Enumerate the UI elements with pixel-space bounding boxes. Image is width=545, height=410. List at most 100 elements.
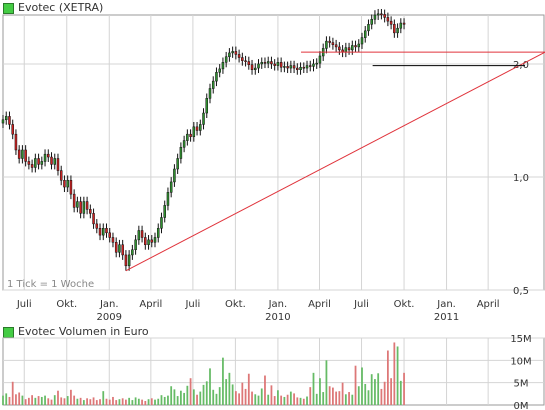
volume-bar: [338, 391, 341, 405]
volume-bar: [254, 394, 257, 405]
volume-bar: [137, 398, 140, 405]
volume-bar: [167, 395, 169, 405]
price-plot-frame: [2, 14, 545, 291]
candle-body: [114, 242, 118, 253]
volume-bar: [225, 379, 228, 405]
candle-body: [234, 51, 238, 55]
candle-body: [228, 52, 231, 58]
volume-bar: [228, 372, 231, 405]
volume-bar: [134, 397, 137, 405]
x-tick-label: Jan.: [436, 299, 456, 310]
candle-body: [224, 56, 228, 63]
candle-body: [144, 237, 147, 245]
volume-bar: [399, 380, 402, 405]
candle-body: [351, 45, 354, 51]
candle-body: [376, 13, 380, 16]
candle-body: [363, 30, 367, 38]
volume-bar: [309, 387, 312, 405]
candle-body: [76, 201, 79, 208]
x-tick-label: Juli: [184, 299, 200, 310]
volume-bar: [176, 396, 179, 405]
candle-body: [63, 180, 66, 188]
volume-bar: [260, 388, 263, 405]
candle-body: [137, 230, 141, 241]
volume-bar: [31, 395, 33, 405]
volume-bar: [380, 388, 383, 405]
candle-body: [186, 133, 189, 141]
volume-bar: [293, 393, 295, 405]
candle-body: [189, 133, 192, 137]
candle-body: [21, 149, 24, 159]
volume-bar: [212, 389, 215, 405]
candle-body: [111, 237, 115, 243]
volume-bar: [79, 397, 82, 405]
candle-body: [127, 254, 131, 267]
volume-bar: [128, 397, 131, 405]
candle-body: [50, 156, 53, 165]
volume-bar: [390, 378, 393, 405]
candle-body: [380, 13, 383, 16]
candle-body: [393, 24, 396, 34]
candle-body: [302, 66, 306, 69]
volume-bar: [131, 400, 134, 405]
volume-plot-frame: [2, 337, 545, 406]
x-tick-label: Okt.: [56, 299, 77, 310]
x-tick-label: April: [139, 299, 162, 310]
candle-body: [241, 57, 244, 61]
price-y-tick-label: 0,5: [513, 286, 529, 297]
volume-bar: [70, 389, 72, 405]
candle-body: [286, 66, 289, 69]
volume-bar: [257, 395, 260, 405]
rising-trendline: [125, 51, 545, 272]
volume-bar: [189, 378, 192, 405]
volume-bar: [154, 399, 156, 405]
candle-body: [24, 149, 27, 162]
volume-bar: [44, 395, 46, 405]
candle-body: [373, 14, 377, 20]
volume-bar: [50, 399, 53, 405]
candle-body: [79, 201, 82, 214]
volume-bar: [328, 386, 331, 405]
candle-body: [270, 61, 273, 65]
volume-bar: [2, 395, 4, 405]
volume-bar: [82, 400, 85, 405]
candle-body: [102, 228, 105, 236]
volume-bar: [5, 393, 8, 405]
volume-bar: [286, 394, 289, 405]
volume-bar: [147, 399, 150, 405]
volume-bar: [367, 390, 370, 405]
candle-body: [66, 180, 69, 188]
volume-bar: [299, 397, 302, 405]
volume-bar: [264, 375, 266, 405]
candle-body: [260, 62, 263, 65]
candle-body: [331, 42, 335, 45]
candle-body: [92, 213, 95, 225]
candle-body: [383, 14, 386, 18]
volume-bar: [332, 387, 334, 405]
volume-bar: [215, 393, 218, 405]
candle-body: [160, 217, 163, 229]
candle-body: [211, 80, 215, 89]
volume-bar: [364, 384, 367, 405]
candle-body: [17, 149, 21, 159]
candle-body: [273, 63, 276, 66]
candle-body: [325, 40, 328, 49]
volume-bar: [231, 384, 234, 405]
candle-body: [59, 170, 63, 181]
volume-bar: [95, 400, 98, 405]
candle-body: [283, 66, 286, 68]
candle-body: [305, 65, 309, 69]
volume-bar: [319, 378, 321, 405]
candle-body: [263, 62, 267, 64]
candle-body: [199, 124, 202, 131]
volume-chart-title: Evotec Volumen in Euro: [18, 325, 149, 338]
candle-body: [173, 168, 176, 183]
volume-bar: [115, 400, 118, 405]
volume-bar: [86, 398, 88, 405]
volume-y-tick-label: 15M: [510, 334, 531, 345]
candle-body: [354, 45, 357, 48]
volume-bar: [157, 398, 160, 405]
volume-bar: [170, 386, 173, 405]
candle-body: [95, 223, 99, 229]
candle-body: [208, 88, 212, 99]
